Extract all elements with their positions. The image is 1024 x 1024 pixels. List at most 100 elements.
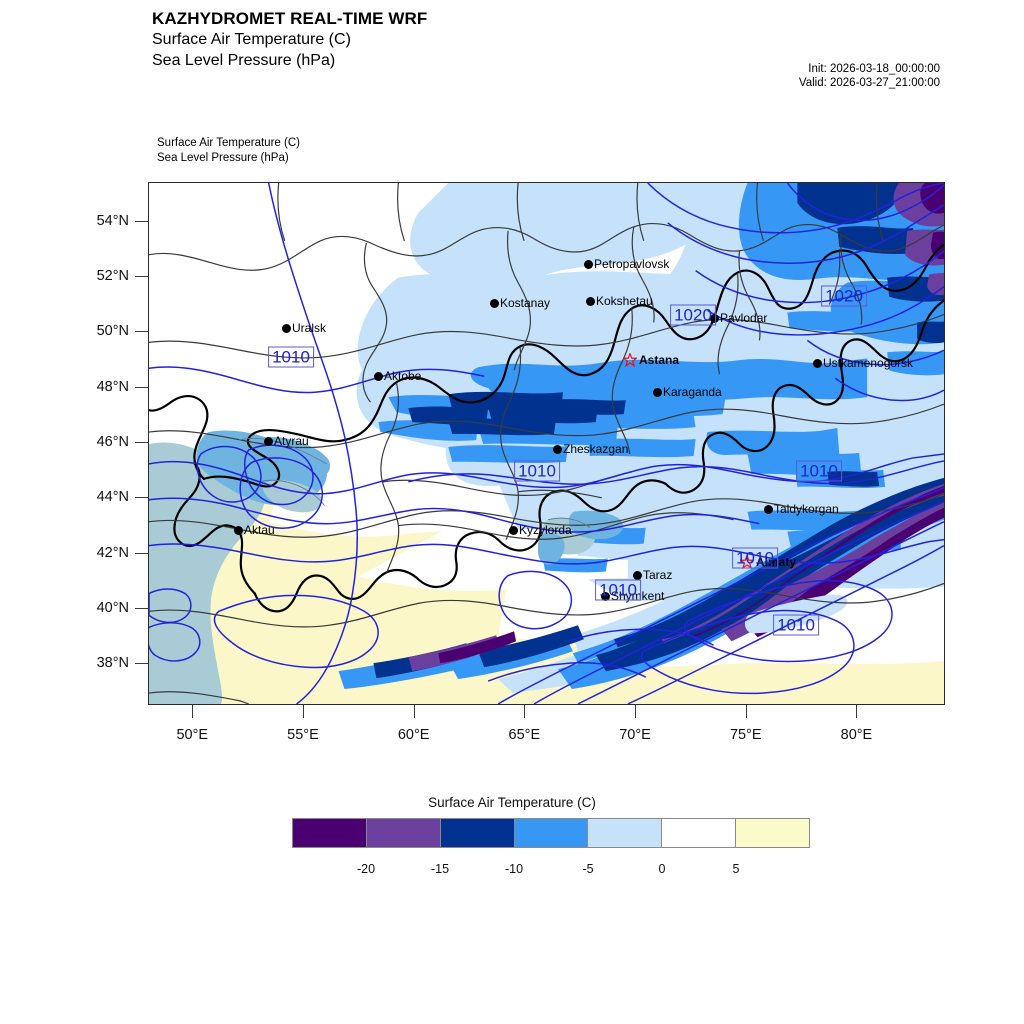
city-label: Aktobe [384, 369, 422, 383]
title-subline-pressure: Sea Level Pressure (hPa) [152, 52, 336, 69]
y-axis-tick [135, 497, 148, 499]
city-dot-icon [282, 323, 291, 333]
city-marker-atyrau: Atyrau [264, 434, 309, 448]
x-axis-label: 75°E [729, 727, 762, 743]
x-axis-tick [524, 705, 526, 718]
city-label: Karaganda [663, 385, 722, 399]
city-dot-icon [813, 358, 822, 368]
city-dot-icon [509, 525, 518, 535]
colorbar-swatch-3 [513, 819, 588, 847]
y-axis-label: 54°N [96, 212, 129, 229]
city-label: Astana [639, 353, 680, 367]
y-axis-tick [135, 220, 148, 222]
y-axis-tick [135, 552, 148, 554]
colorbar-tick-label: -10 [504, 862, 524, 876]
city-dot-icon [633, 570, 642, 580]
city-marker-petropavlovsk: Petropavlovsk [584, 257, 669, 271]
city-dot-icon [553, 444, 562, 454]
colorbar-tick-label: 5 [732, 862, 740, 876]
y-axis-tick [135, 663, 148, 665]
city-marker-karaganda: Karaganda [653, 385, 722, 399]
map-raster [149, 183, 944, 704]
x-axis-label: 55°E [287, 727, 319, 743]
city-dot-icon [234, 525, 243, 535]
x-axis-tick [413, 705, 415, 718]
city-label: Kyzylorda [519, 523, 572, 537]
colorbar-swatch-1 [365, 819, 440, 847]
city-marker-zheskazgan: Zheskazgan [553, 442, 628, 456]
colorbar-ticks: -20 -15 -10 -5 0 5 [292, 862, 810, 880]
city-label: Uralsk [292, 321, 327, 335]
x-axis-label: 80°E [840, 727, 873, 743]
isobar-label: 1010 [732, 547, 778, 569]
city-marker-taldykorgan: Taldykorgan [764, 502, 839, 516]
city-label: Petropavlovsk [594, 257, 670, 271]
page-title: KAZHYDROMET REAL-TIME WRF [152, 9, 428, 28]
city-marker-pavlodar: Pavlodar [710, 311, 767, 325]
city-marker-aktau: Aktau [234, 523, 275, 537]
map-plot-area[interactable]: Petropavlovsk Kostanay Kokshetau Pavlodar Ur… [148, 182, 945, 705]
x-axis-tick [635, 705, 637, 718]
colorbar-swatch-0 [293, 819, 366, 847]
isobar-label: 1010 [796, 460, 842, 482]
colorbar-tick-label: -15 [430, 862, 450, 876]
isobar-label: 1020 [821, 285, 867, 307]
colorbar-title: Surface Air Temperature (C) [428, 795, 596, 810]
y-axis-tick [135, 276, 148, 278]
y-axis-tick [135, 608, 148, 610]
x-axis-label: 60°E [397, 727, 430, 743]
city-dot-icon [764, 504, 773, 514]
city-dot-icon [264, 436, 273, 446]
city-marker-ustkamenogorsk: Ustkamenogorsk [813, 356, 913, 370]
city-label: Ustkamenogorsk [823, 356, 914, 370]
x-axis-label: 65°E [508, 727, 541, 743]
isobar-label: 1010 [514, 460, 560, 482]
colorbar-tick-label: 0 [658, 862, 666, 876]
isobar-label: 1010 [595, 579, 641, 601]
isobar-label: 1010 [268, 346, 314, 368]
city-dot-icon [490, 298, 499, 308]
city-dot-icon [374, 371, 383, 381]
city-dot-icon [586, 296, 595, 306]
valid-time: Valid: 2026-03-27_21:00:00 [798, 77, 940, 89]
x-axis-tick [856, 705, 858, 718]
city-dot-icon [653, 387, 662, 397]
y-axis-label: 52°N [96, 268, 129, 285]
x-axis-label: 50°E [176, 727, 209, 743]
city-label: Kostanay [500, 296, 551, 310]
city-marker-aktobe: Aktobe [374, 369, 421, 383]
panel-caption-temperature: Surface Air Temperature (C) [157, 137, 300, 149]
colorbar[interactable] [292, 818, 810, 848]
city-label: Taraz [643, 568, 673, 582]
city-marker-uralsk: Uralsk [282, 321, 326, 335]
city-label: Kokshetau [596, 294, 653, 308]
y-axis-label: 50°N [96, 323, 129, 340]
city-marker-kostanay: Kostanay [490, 296, 550, 310]
colorbar-tick-label: -20 [356, 862, 376, 876]
y-axis-tick [135, 442, 148, 444]
city-label: Zheskazgan [563, 442, 629, 456]
city-label: Aktau [244, 523, 275, 537]
y-axis-tick [135, 331, 148, 333]
y-axis-label: 38°N [96, 655, 129, 672]
forecast-timestamps: Init: 2026-03-18_00:00:00 Valid: 2026-03… [799, 62, 940, 90]
y-axis-label: 40°N [96, 600, 129, 617]
colorbar-tick-label: -5 [582, 862, 594, 876]
y-axis-label: 46°N [96, 434, 129, 451]
city-label: Pavlodar [720, 311, 768, 325]
city-dot-icon [584, 259, 593, 269]
map-annotation-overlay: Petropavlovsk Kostanay Kokshetau Pavlodar Ur… [149, 183, 944, 704]
city-label: Taldykorgan [774, 502, 839, 516]
colorbar-swatch-4 [587, 819, 662, 847]
panel-caption-pressure: Sea Level Pressure (hPa) [157, 152, 289, 164]
colorbar-swatch-5 [661, 819, 736, 847]
capital-star-icon [621, 351, 639, 368]
isobar-label: 1020 [670, 304, 716, 326]
city-marker-kyzylorda: Kyzylorda [509, 523, 572, 537]
isobar-label: 1010 [773, 614, 819, 636]
panel-caption: Surface Air Temperature (C) Sea Level Pr… [157, 136, 300, 166]
y-axis-label: 42°N [96, 544, 129, 561]
title-subline-temperature: Surface Air Temperature (C) [152, 31, 351, 48]
y-axis-label: 48°N [96, 378, 129, 395]
x-axis-tick [302, 705, 304, 718]
